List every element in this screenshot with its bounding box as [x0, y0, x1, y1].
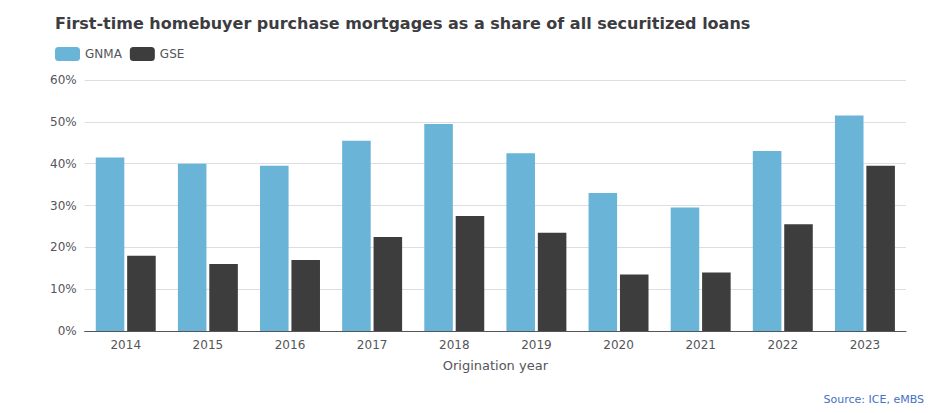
svg-text:2020: 2020	[603, 338, 634, 352]
svg-text:50%: 50%	[50, 115, 77, 129]
svg-text:20%: 20%	[50, 240, 77, 254]
svg-text:First-time homebuyer purchase: First-time homebuyer purchase mortgages …	[55, 14, 750, 33]
svg-text:2017: 2017	[357, 338, 388, 352]
svg-text:2016: 2016	[275, 338, 306, 352]
svg-text:10%: 10%	[50, 282, 77, 296]
svg-text:40%: 40%	[50, 157, 77, 171]
svg-text:2018: 2018	[439, 338, 470, 352]
svg-text:GNMA: GNMA	[85, 47, 123, 61]
svg-text:2019: 2019	[521, 338, 552, 352]
svg-text:Origination year: Origination year	[443, 358, 549, 373]
svg-text:0%: 0%	[58, 324, 77, 338]
svg-text:60%: 60%	[50, 73, 77, 87]
svg-text:2023: 2023	[850, 338, 881, 352]
svg-text:Source: ICE, eMBS: Source: ICE, eMBS	[824, 393, 924, 406]
svg-text:2021: 2021	[685, 338, 716, 352]
svg-text:2014: 2014	[110, 338, 141, 352]
svg-text:30%: 30%	[50, 199, 77, 213]
svg-text:2015: 2015	[193, 338, 224, 352]
svg-text:GSE: GSE	[160, 47, 185, 61]
svg-text:2022: 2022	[768, 338, 799, 352]
